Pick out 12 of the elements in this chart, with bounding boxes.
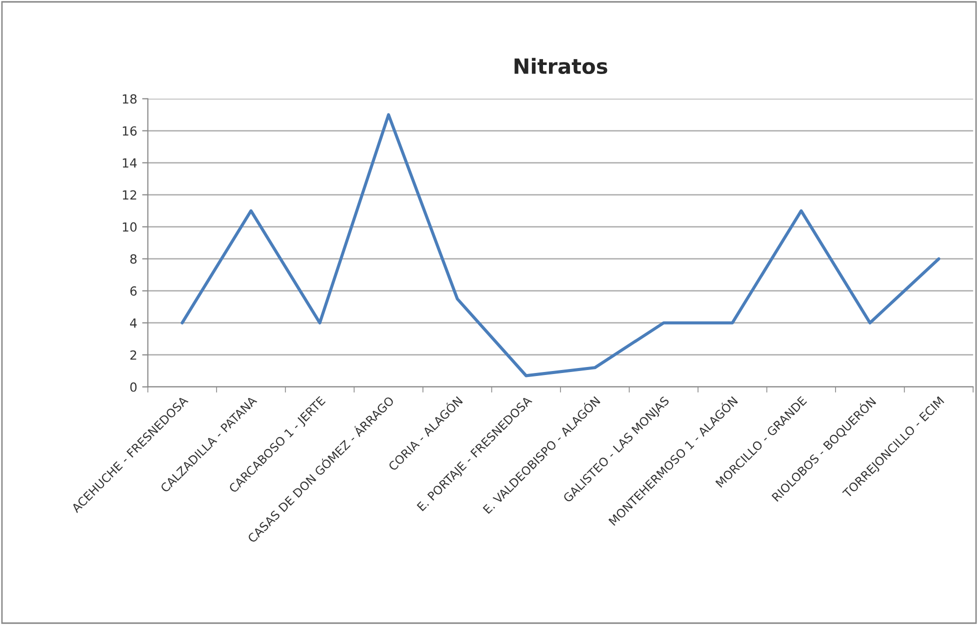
y-tick-label: 4 [130, 318, 137, 328]
y-tick-label: 8 [130, 254, 137, 264]
y-tick-label: 16 [122, 126, 137, 136]
y-tick-label: 0 [130, 382, 137, 392]
y-tick-label: 12 [122, 190, 136, 200]
y-tick-label: 6 [130, 286, 137, 296]
y-tick-label: 10 [122, 222, 137, 232]
y-tick-label: 2 [130, 350, 136, 360]
y-tick-label: 18 [122, 94, 137, 104]
chart-title: Nitratos [514, 58, 608, 74]
y-tick-label: 14 [122, 158, 137, 168]
line-series [180, 113, 940, 378]
